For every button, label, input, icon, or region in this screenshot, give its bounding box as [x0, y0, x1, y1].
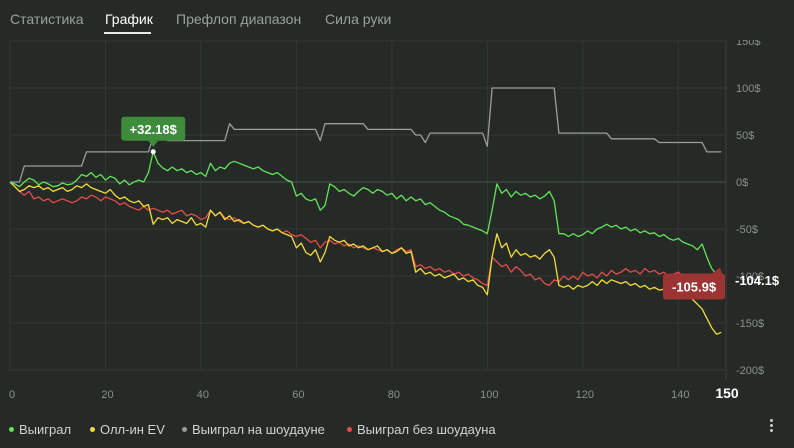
x-tick-label: 100 [480, 389, 498, 401]
bankroll-chart: 0 20 40 60 80 100 120 140 150 150$ 100$ 50$ 0$ -50$ -1… [9, 40, 780, 401]
legend-dot-yellow-icon [90, 427, 95, 433]
series-line-0 [9, 151, 722, 281]
y-tick-label: -100$ [736, 271, 764, 283]
y-tick-label: 50$ [736, 130, 754, 142]
series-layer [9, 87, 722, 335]
annotation-layer: +32.18$ -104.1$ -105.9$ [121, 116, 780, 300]
peak-label-pointer [148, 140, 159, 147]
legend-label: Олл-ин EV [100, 422, 165, 437]
y-tick-label: -150$ [736, 318, 764, 330]
tab-statistics[interactable]: Статистика [10, 11, 84, 27]
series-line-2 [10, 87, 722, 183]
x-tick-label: 20 [101, 389, 113, 401]
y-tick-label: 100$ [736, 83, 760, 95]
legend-label: Выиграл на шоудауне [192, 422, 325, 437]
legend-label: Выиграл без шоудауна [357, 422, 496, 437]
tab-preflop-range[interactable]: Префлоп диапазон [176, 11, 302, 27]
axis-labels: 0 20 40 60 80 100 120 140 150 150$ 100$ 50$ 0$ -50$ -1… [9, 40, 764, 401]
more-vertical-icon[interactable] [768, 418, 776, 434]
x-tick-label: 140 [671, 389, 689, 401]
legend-item-showdown[interactable]: Выиграл на шоудауне [182, 422, 325, 437]
chart-legend: Выиграл Олл-ин EV Выиграл на шоудауне Вы… [0, 416, 794, 440]
tab-bar: Статистика График Префлоп диапазон Сила … [0, 0, 794, 40]
y-tick-label: 150$ [736, 40, 760, 48]
y-tick-label: -50$ [736, 224, 758, 236]
legend-item-won[interactable]: Выиграл [9, 422, 71, 437]
series-line-1 [9, 181, 722, 335]
red-label-pointer [712, 267, 722, 274]
chart-grid [9, 40, 727, 380]
tab-chart[interactable]: График [105, 11, 153, 27]
x-tick-label: 80 [388, 389, 400, 401]
red-label-box [663, 273, 725, 300]
end-value-label: -104.1$ [735, 273, 780, 288]
legend-dot-gray-icon [182, 427, 187, 433]
red-label-text: -105.9$ [672, 280, 717, 295]
legend-label: Выиграл [19, 422, 72, 437]
x-tick-label: 40 [197, 389, 209, 401]
x-tick-label: 0 [9, 389, 15, 401]
x-tick-label: 150 [715, 385, 739, 401]
tab-hand-strength[interactable]: Сила руки [325, 11, 392, 27]
legend-dot-green-icon [9, 427, 14, 433]
y-tick-label: -200$ [736, 365, 764, 377]
legend-item-non-showdown[interactable]: Выиграл без шоудауна [347, 422, 496, 437]
y-tick-label: 0$ [736, 177, 748, 189]
peak-label-box [121, 116, 186, 141]
x-tick-label: 60 [292, 389, 304, 401]
peak-label-text: +32.18$ [130, 122, 178, 137]
legend-dot-red-icon [347, 427, 352, 433]
active-tab-indicator [104, 32, 151, 34]
peak-marker [150, 149, 156, 155]
legend-item-allin-ev[interactable]: Олл-ин EV [90, 422, 165, 437]
series-line-3 [9, 181, 722, 287]
x-tick-label: 120 [576, 389, 594, 401]
